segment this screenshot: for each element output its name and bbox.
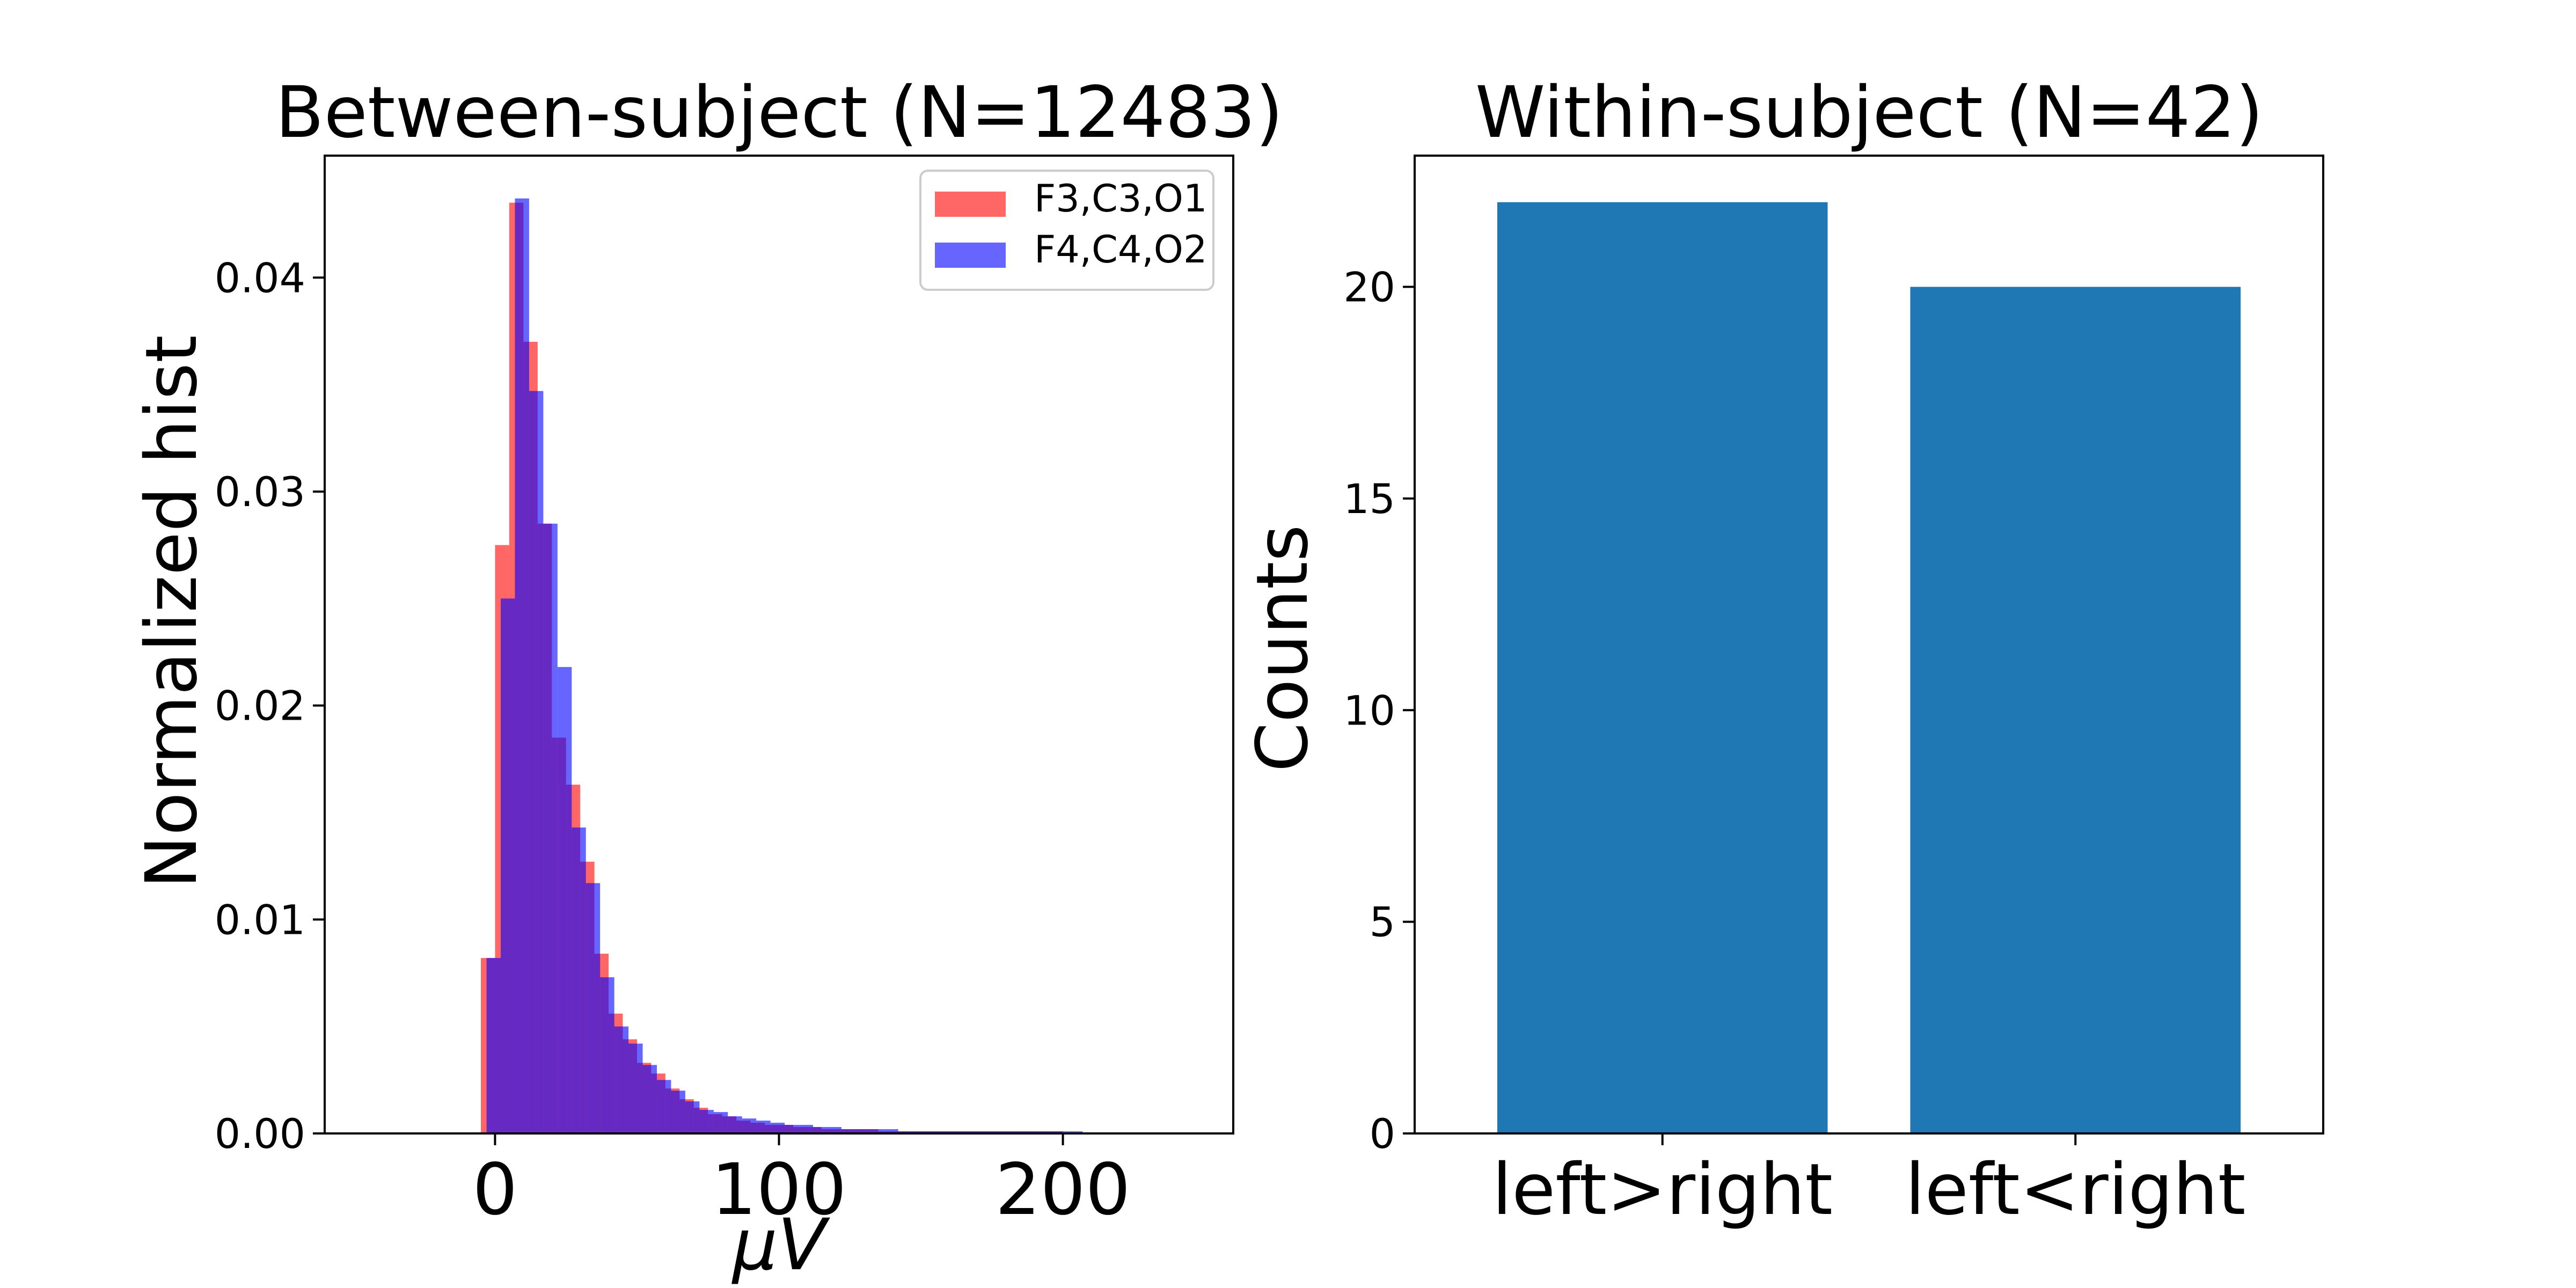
histogram-bar-right	[515, 198, 529, 1133]
histogram-bar-right	[756, 1121, 771, 1133]
histogram-bar-right	[728, 1116, 742, 1133]
counts-plot-frame	[1414, 155, 2324, 1135]
histogram-bar-right	[557, 667, 572, 1133]
counts-bar	[1497, 202, 1828, 1133]
x-tick-label: 100	[712, 1148, 847, 1231]
histogram-bar-right	[501, 598, 515, 1133]
histogram-bar-right	[657, 1080, 671, 1133]
y-tick-label: 0.01	[215, 896, 305, 943]
y-tick-label: 0.02	[215, 682, 305, 730]
histogram-bar-right	[799, 1125, 813, 1133]
y-tick-label: 20	[1343, 264, 1395, 311]
y-tick-label: 0	[1370, 1110, 1395, 1158]
y-tick-label: 15	[1343, 475, 1395, 523]
x-tick-label: left>right	[1492, 1148, 1833, 1231]
histogram-bar-right	[841, 1129, 856, 1133]
histogram-bar-right	[699, 1110, 714, 1133]
histogram-bar-right	[572, 827, 586, 1133]
histogram-bar-right	[600, 977, 614, 1133]
histogram-bar-right	[543, 523, 558, 1133]
histogram-bars	[480, 198, 1083, 1133]
histogram-bar-right	[685, 1101, 700, 1133]
histogram-bar-right	[713, 1112, 728, 1133]
histogram-bar-right	[486, 958, 501, 1133]
x-tick-label: 0	[472, 1148, 517, 1231]
histogram-title: Between-subject (N=12483)	[275, 71, 1283, 154]
histogram-legend: F3,C3,O1 F4,C4,O2	[919, 170, 1214, 291]
counts-title: Within-subject (N=42)	[1475, 71, 2263, 154]
histogram-panel: Between-subject (N=12483) Normalized his…	[130, 71, 1283, 1286]
x-tick-label: 200	[996, 1148, 1131, 1231]
histogram-bar-right	[742, 1118, 757, 1133]
histogram-bar-right	[827, 1127, 841, 1133]
legend-swatch-red	[935, 192, 1006, 217]
histogram-bar-right	[785, 1125, 799, 1133]
histogram-bar-right	[855, 1129, 870, 1133]
histogram-bar-right	[770, 1123, 785, 1133]
histogram-bar-right	[586, 883, 601, 1133]
histogram-bar-right	[813, 1127, 828, 1133]
y-tick-label: 10	[1343, 686, 1395, 734]
legend-swatch-blue	[935, 243, 1006, 268]
counts-bars	[1497, 202, 2241, 1134]
legend-label-left: F3,C3,O1	[1034, 177, 1207, 221]
x-tick-label: left<right	[1905, 1148, 2246, 1231]
counts-ticks: left>right left<right 0 5 10 15 20	[1343, 264, 2245, 1231]
histogram-bar-right	[614, 1026, 629, 1133]
histogram-bar-right	[869, 1129, 884, 1133]
counts-y-axis-label: Counts	[1241, 525, 1324, 772]
counts-bar	[1910, 287, 2241, 1134]
y-tick-label: 0.00	[215, 1110, 305, 1158]
histogram-plot-frame	[324, 155, 1234, 1135]
histogram-bar-right	[529, 391, 544, 1133]
histogram-bar-right	[628, 1043, 643, 1133]
legend-label-right: F4,C4,O2	[1034, 228, 1207, 272]
histogram-x-axis-label: μV	[731, 1204, 830, 1286]
y-tick-label: 0.04	[215, 254, 305, 302]
histogram-bar-right	[642, 1065, 657, 1133]
histogram-bar-right	[671, 1091, 685, 1133]
counts-panel: Within-subject (N=42) Counts left>right l…	[1241, 71, 2324, 1231]
histogram-bar-right	[884, 1129, 898, 1133]
y-tick-label: 5	[1370, 898, 1395, 946]
histogram-ticks: 0 100 200 0.00 0.01 0.02 0.03 0.04	[215, 254, 1131, 1231]
y-tick-label: 0.03	[215, 468, 305, 516]
histogram-y-axis-label: Normalized hist	[130, 335, 213, 888]
